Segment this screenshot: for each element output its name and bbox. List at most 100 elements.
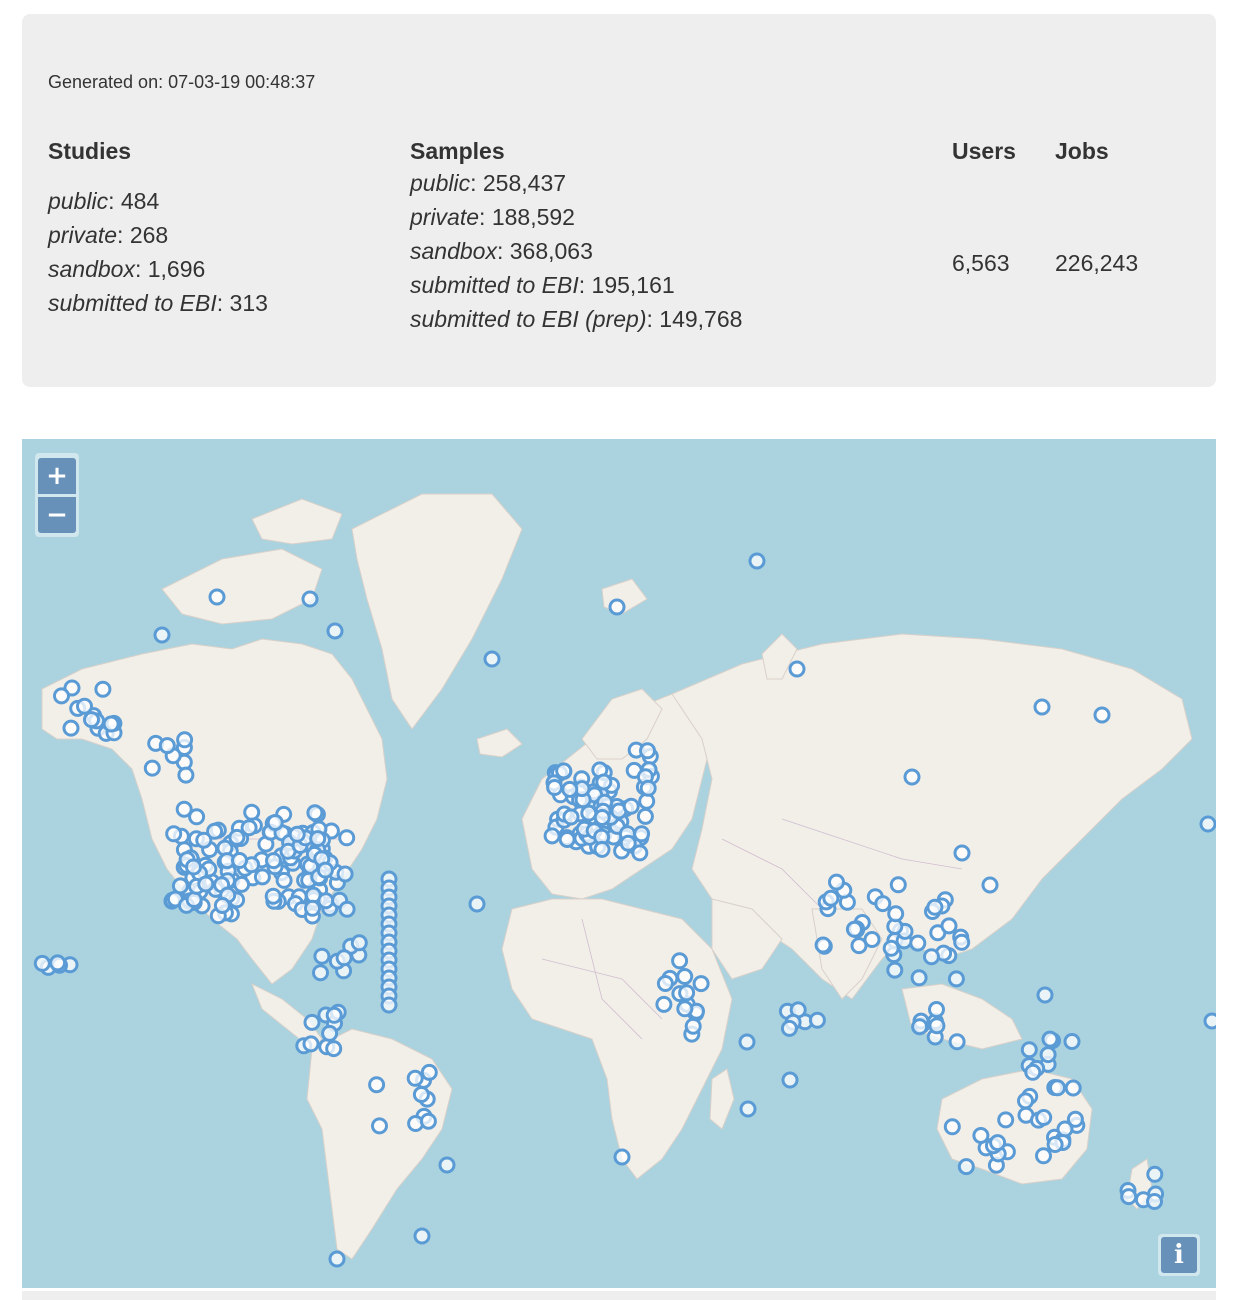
sample-marker[interactable] (264, 887, 282, 905)
sample-marker[interactable] (595, 773, 613, 791)
sample-marker[interactable] (76, 697, 93, 715)
sample-marker[interactable] (177, 766, 195, 784)
sample-marker[interactable] (1020, 1041, 1038, 1059)
sample-marker[interactable] (636, 807, 654, 825)
sample-marker[interactable] (558, 831, 576, 848)
sample-marker[interactable] (33, 954, 51, 972)
map-canvas[interactable] (22, 439, 1216, 1288)
sample-marker[interactable] (828, 873, 845, 891)
sample-marker[interactable] (947, 970, 965, 988)
sample-marker[interactable] (102, 715, 120, 733)
sample-marker[interactable] (788, 660, 806, 678)
sample-marker[interactable] (438, 1156, 456, 1174)
sample-markers[interactable] (33, 552, 1216, 1268)
sample-marker[interactable] (622, 797, 640, 815)
sample-marker[interactable] (153, 626, 171, 644)
sample-marker[interactable] (158, 737, 176, 755)
sample-marker[interactable] (303, 1013, 321, 1031)
zoom-out-button[interactable]: − (38, 497, 76, 533)
sample-marker[interactable] (350, 934, 368, 952)
sample-marker[interactable] (555, 762, 573, 780)
sample-marker[interactable] (633, 825, 651, 843)
sample-marker[interactable] (306, 804, 324, 822)
sample-marker[interactable] (692, 975, 710, 993)
sample-marker[interactable] (326, 622, 344, 640)
sample-marker[interactable] (288, 825, 306, 843)
sample-marker[interactable] (206, 822, 224, 840)
sample-marker[interactable] (1039, 1046, 1057, 1064)
sample-marker[interactable] (903, 768, 921, 786)
sample-marker[interactable] (619, 834, 637, 852)
sample-marker[interactable] (561, 780, 579, 798)
sample-marker[interactable] (923, 948, 940, 966)
sample-marker[interactable] (671, 952, 689, 970)
sample-marker[interactable] (1063, 1033, 1081, 1050)
sample-marker[interactable] (580, 804, 598, 822)
sample-marker[interactable] (483, 650, 501, 668)
sample-marker[interactable] (406, 1069, 424, 1087)
sample-marker[interactable] (874, 895, 892, 913)
sample-marker[interactable] (943, 1118, 961, 1136)
sample-marker[interactable] (412, 1086, 430, 1103)
sample-marker[interactable] (882, 939, 900, 957)
sample-marker[interactable] (613, 1148, 631, 1166)
sample-marker[interactable] (321, 1024, 339, 1042)
sample-marker[interactable] (328, 1250, 346, 1268)
sample-marker[interactable] (910, 969, 928, 987)
sample-marker[interactable] (972, 1127, 990, 1144)
sample-marker[interactable] (678, 984, 696, 1002)
sample-marker[interactable] (371, 1117, 388, 1135)
sample-marker[interactable] (304, 899, 321, 917)
sample-marker[interactable] (240, 819, 258, 837)
sample-marker[interactable] (886, 961, 904, 979)
sample-marker[interactable] (176, 731, 194, 749)
sample-marker[interactable] (1033, 698, 1051, 716)
sample-marker[interactable] (989, 1134, 1007, 1152)
sample-marker[interactable] (208, 588, 226, 606)
sample-marker[interactable] (655, 995, 673, 1013)
sample-marker[interactable] (814, 936, 832, 954)
sample-marker[interactable] (911, 1018, 929, 1036)
sample-marker[interactable] (808, 1011, 826, 1029)
sample-marker[interactable] (266, 814, 284, 831)
sample-marker[interactable] (593, 809, 611, 826)
sample-marker[interactable] (845, 920, 863, 938)
sample-marker[interactable] (546, 779, 564, 796)
sample-marker[interactable] (302, 1035, 320, 1053)
sample-marker[interactable] (1120, 1188, 1138, 1206)
sample-marker[interactable] (188, 808, 206, 826)
sample-marker[interactable] (889, 876, 907, 894)
sample-marker[interactable] (676, 1000, 694, 1018)
sample-marker[interactable] (233, 875, 251, 893)
sample-marker[interactable] (171, 877, 189, 895)
sample-marker[interactable] (1146, 1165, 1164, 1183)
map-info-button[interactable]: i (1158, 1234, 1200, 1276)
sample-marker[interactable] (265, 852, 282, 870)
sample-marker[interactable] (608, 598, 626, 616)
sample-marker[interactable] (243, 803, 261, 821)
sample-marker[interactable] (940, 917, 958, 935)
sample-marker[interactable] (639, 742, 656, 760)
sample-marker[interactable] (83, 711, 100, 729)
sample-marker[interactable] (997, 1111, 1015, 1129)
sample-marker[interactable] (1046, 1136, 1064, 1153)
sample-marker[interactable] (850, 937, 868, 955)
sample-marker[interactable] (62, 719, 80, 737)
sample-marker[interactable] (313, 947, 331, 965)
sample-marker[interactable] (165, 825, 183, 843)
sample-marker[interactable] (338, 829, 356, 847)
sample-marker[interactable] (739, 1100, 757, 1118)
sample-marker[interactable] (325, 1040, 343, 1058)
sample-marker[interactable] (336, 865, 354, 883)
sample-marker[interactable] (1093, 706, 1111, 724)
sample-marker[interactable] (887, 905, 905, 923)
sample-marker[interactable] (275, 871, 293, 889)
sample-marker[interactable] (468, 895, 486, 913)
sample-marker[interactable] (738, 1033, 756, 1051)
sample-marker[interactable] (953, 844, 971, 862)
sample-marker[interactable] (253, 868, 271, 886)
sample-marker[interactable] (380, 996, 398, 1014)
sample-marker[interactable] (195, 831, 213, 849)
sample-marker[interactable] (676, 968, 694, 985)
sample-marker[interactable] (1049, 1079, 1066, 1097)
